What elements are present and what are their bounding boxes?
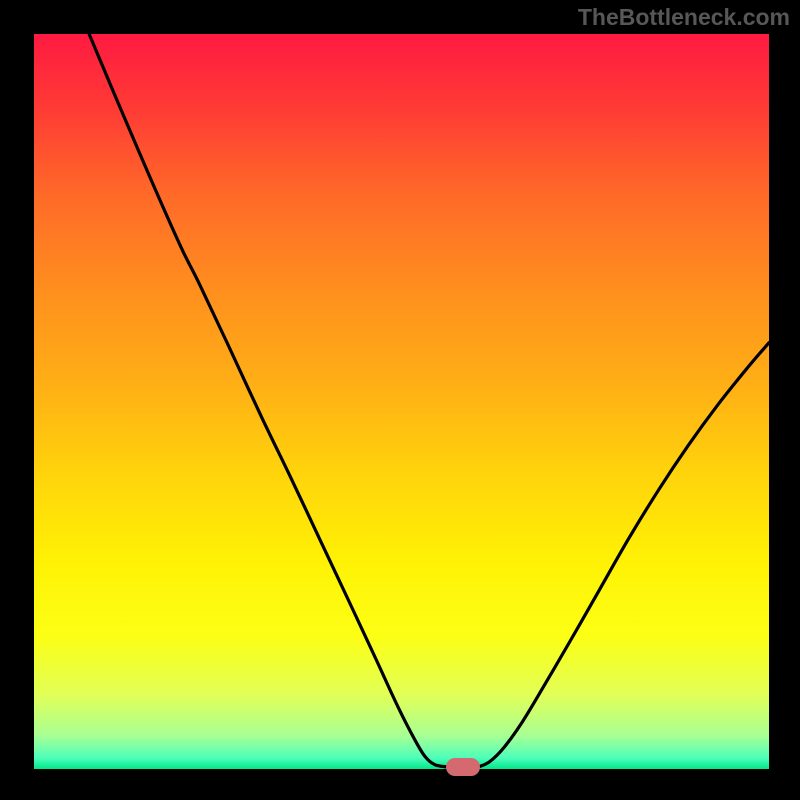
watermark-text: TheBottleneck.com (578, 4, 790, 31)
bottleneck-curve (34, 34, 769, 769)
curve-left-branch (89, 34, 445, 767)
plot-area (34, 34, 769, 769)
minimum-marker (446, 758, 480, 776)
curve-right-branch (479, 343, 769, 767)
